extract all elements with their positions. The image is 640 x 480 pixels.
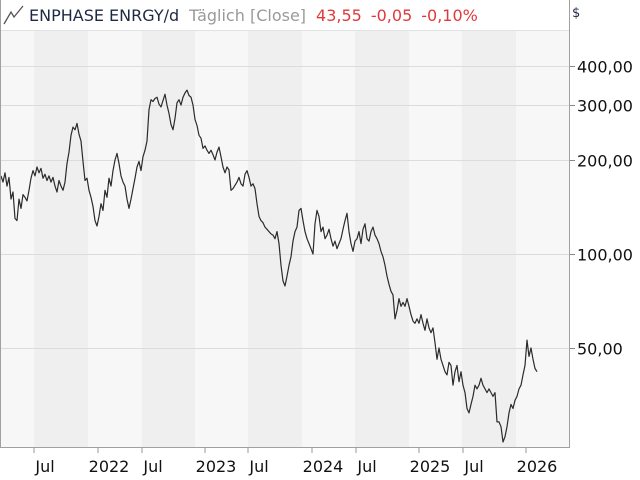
currency-label: $ xyxy=(572,6,581,21)
x-tick-label: 2023 xyxy=(195,457,237,476)
line-chart-icon xyxy=(3,5,24,25)
x-tick-label: Jul xyxy=(249,457,269,476)
y-tick-label: 100,00 xyxy=(577,245,633,264)
y-tick-label: 200,00 xyxy=(577,151,633,170)
x-tick-label: Jul xyxy=(143,457,163,476)
price-change-percent: -0,10% xyxy=(421,5,478,25)
y-tick-label: 300,00 xyxy=(577,96,633,115)
time-band xyxy=(462,31,516,447)
price-line xyxy=(0,89,538,443)
price-mode: Täglich [Close] xyxy=(189,5,307,25)
x-tick-label: 2024 xyxy=(302,457,344,476)
chart-header: ENPHASE ENRGY/d Täglich [Close] 43,55 -0… xyxy=(0,0,478,30)
x-axis-ticks xyxy=(33,448,527,453)
grid-lines xyxy=(1,66,569,349)
x-tick-label: 2022 xyxy=(88,457,130,476)
time-band xyxy=(142,31,195,447)
time-band xyxy=(34,31,88,447)
x-tick-label: 2026 xyxy=(516,457,558,476)
instrument-name: ENPHASE ENRGY/d xyxy=(29,5,180,25)
price-change: -0,05 xyxy=(370,5,413,25)
x-tick-label: Jul xyxy=(357,457,377,476)
x-tick-label: Jul xyxy=(464,457,484,476)
y-tick-label: 50,00 xyxy=(577,339,623,358)
x-tick-label: Jul xyxy=(35,457,55,476)
x-tick-label: 2025 xyxy=(409,457,451,476)
y-tick-label: 400,00 xyxy=(577,57,633,76)
y-axis-ticks xyxy=(570,66,575,349)
last-price: 43,55 xyxy=(316,5,362,25)
time-band xyxy=(355,31,409,447)
time-bands xyxy=(34,31,516,447)
